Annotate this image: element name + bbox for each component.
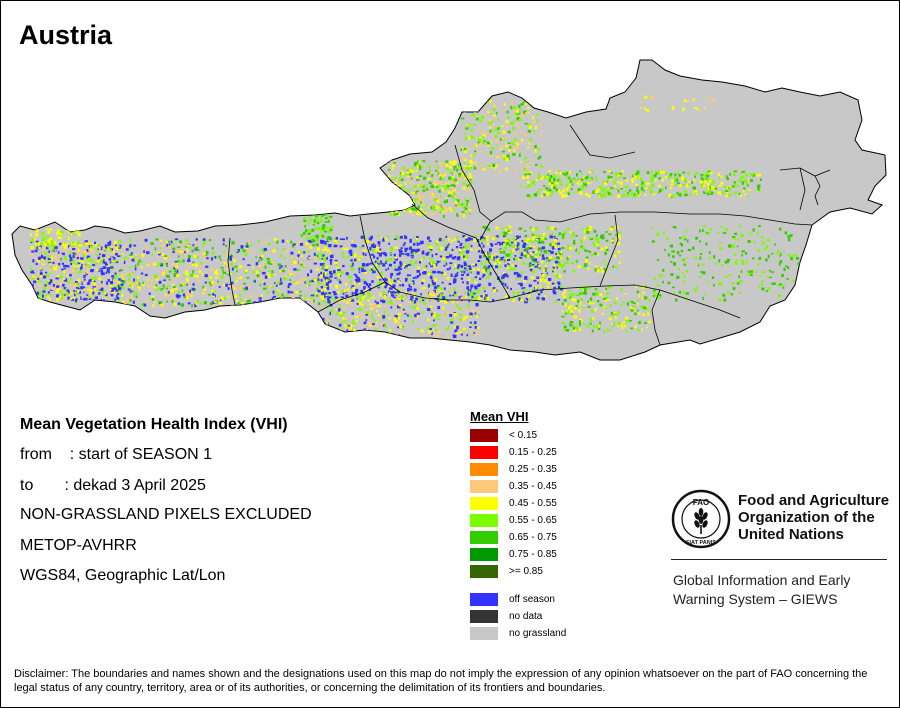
legend-swatch [470, 627, 498, 640]
fao-name-line1: Food and Agriculture [738, 492, 890, 509]
legend-swatch [470, 514, 498, 527]
index-heading: Mean Vegetation Health Index (VHI) [20, 416, 288, 433]
giews-line2: Warning System – GIEWS [673, 591, 838, 607]
logo-letters: FAO [693, 498, 709, 507]
legend-label: 0.55 - 0.65 [509, 515, 557, 526]
state-borders [227, 124, 831, 346]
fao-name: Food and Agriculture Organization of the… [738, 492, 889, 543]
legend-swatch [470, 548, 498, 561]
legend-label: >= 0.85 [509, 566, 543, 577]
disclaimer: Disclaimer: The boundaries and names sho… [14, 668, 868, 694]
austria-land [11, 59, 887, 361]
austria-map [11, 59, 887, 361]
fao-logo-icon: FAO FIAT PANIS [671, 489, 731, 549]
legend-swatch [470, 610, 498, 623]
legend-label: 0.65 - 0.75 [509, 532, 557, 543]
from-line: from : start of SEASON 1 [20, 446, 213, 463]
legend-label: < 0.15 [509, 430, 538, 441]
legend-label: off season [509, 594, 555, 605]
legend-swatch [470, 429, 498, 442]
exclusion-note: NON-GRASSLAND PIXELS EXCLUDED [20, 506, 312, 523]
legend-swatch [470, 531, 498, 544]
legend-swatch [470, 480, 498, 493]
legend-label: no data [509, 611, 543, 622]
legend-label: 0.35 - 0.45 [509, 481, 557, 492]
legend-title: Mean VHI [470, 409, 529, 424]
sensor-label: METOP-AVHRR [20, 537, 137, 554]
logo-motto: FIAT PANIS [686, 540, 716, 546]
legend-swatch [470, 497, 498, 510]
legend-swatch [470, 565, 498, 578]
to-line: to : dekad 3 April 2025 [20, 477, 206, 494]
legend-swatch [470, 593, 498, 606]
legend-label: 0.45 - 0.55 [509, 498, 557, 509]
giews-name: Global Information and Early Warning Sys… [673, 571, 850, 609]
legend-label: no grassland [509, 628, 567, 639]
giews-line1: Global Information and Early [673, 572, 851, 588]
divider [671, 559, 887, 560]
legend-label: 0.15 - 0.25 [509, 447, 557, 458]
fao-name-line3: United Nations [738, 526, 844, 543]
legend-swatch [470, 463, 498, 476]
legend-label: 0.25 - 0.35 [509, 464, 557, 475]
map-title: Austria [19, 20, 113, 50]
vhi-pixel-layer [30, 95, 802, 339]
fao-name-line2: Organization of the [738, 509, 875, 526]
wheat-ear-icon [694, 508, 708, 534]
legend-label: 0.75 - 0.85 [509, 549, 557, 560]
legend-swatch [470, 446, 498, 459]
projection-label: WGS84, Geographic Lat/Lon [20, 567, 226, 584]
